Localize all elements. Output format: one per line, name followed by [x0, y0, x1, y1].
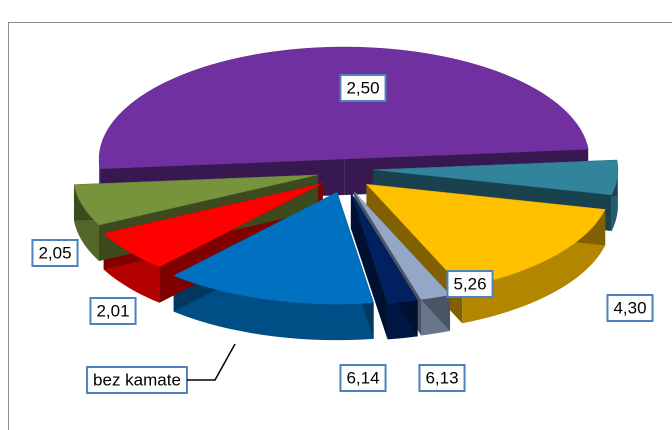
slice: [350, 192, 419, 304]
data-label: bez kamate: [93, 370, 181, 389]
slice: [372, 159, 619, 196]
leader-line: [186, 343, 236, 381]
label-box: [86, 366, 188, 394]
data-label: 2,01: [96, 301, 129, 320]
label-box: [89, 297, 137, 325]
label-box: [339, 364, 387, 392]
data-label: 6,14: [346, 368, 379, 387]
data-labels: 2,50 4,30 5,26 6,13 6,14 bez kamate 2,01 2,05: [31, 74, 654, 394]
slice: [173, 191, 374, 305]
label-box: [606, 294, 654, 322]
slice: [98, 46, 589, 170]
data-label: 2,05: [38, 243, 71, 262]
data-label: 6,13: [425, 368, 458, 387]
slice: [73, 174, 319, 226]
slice-tops: [73, 46, 619, 305]
label-box: [446, 270, 494, 298]
label-box: [339, 74, 387, 102]
label-box: [418, 364, 466, 392]
slice-side: [462, 209, 606, 324]
slice: [103, 183, 323, 268]
slice-face: [350, 192, 388, 340]
label-box: [31, 239, 79, 267]
data-label: 2,50: [346, 78, 379, 97]
data-label: 5,26: [453, 274, 486, 293]
slice-side: [173, 275, 374, 341]
data-label: 4,30: [613, 298, 646, 317]
